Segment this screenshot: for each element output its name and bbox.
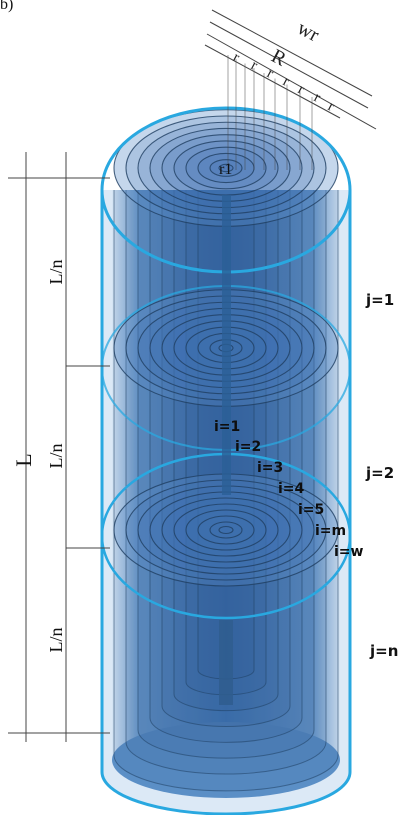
r-mark-label: r: [264, 65, 276, 81]
figure-label: b): [0, 0, 13, 13]
dimension-lines-top: [204, 9, 377, 130]
top-cap-rings: [113, 109, 339, 227]
ring-ellipse: [173, 503, 279, 557]
ring-index-label: i=w: [334, 544, 364, 560]
ring-index-label: i=m: [315, 523, 346, 539]
section-2-rings: [113, 473, 339, 587]
cylinder-body-bottom: [112, 722, 340, 798]
ring-ellipse: [197, 515, 255, 545]
ring-index-label: i=4: [278, 481, 305, 497]
label-j-2: j=2: [365, 464, 394, 482]
outline-bottom-arc: [100, 771, 352, 815]
label-wr: wr: [294, 17, 323, 46]
label-j-n: j=n: [369, 642, 398, 660]
ring-index-label: i=5: [298, 502, 324, 518]
ring-index-label: i=2: [235, 439, 261, 455]
ring-index-label: i=3: [257, 460, 283, 476]
ring-ellipse: [218, 163, 234, 173]
label-L: L: [11, 453, 36, 466]
r-mark-label: r: [248, 57, 260, 73]
ring-index-label: i=1: [214, 419, 240, 435]
center-core: [222, 195, 231, 495]
center-core-lower: [219, 620, 233, 705]
ring-ellipse: [161, 497, 291, 563]
r-mark-label: r: [230, 49, 242, 65]
label-r1: r1: [219, 161, 232, 178]
r-mark-label: r: [325, 98, 337, 114]
label-segment-2: L/n: [46, 444, 66, 469]
projection-lines: [227, 55, 313, 170]
dimension-lines-left: [8, 152, 110, 742]
r-mark-labels: r r r r r rr: [230, 49, 337, 114]
r-mark-label: r: [311, 89, 323, 105]
label-segment-3: L/n: [46, 628, 66, 653]
r-mark-label: r: [295, 81, 307, 97]
ring-ellipse: [209, 159, 243, 177]
ring-ellipse: [218, 525, 234, 535]
ring-index-labels: i=1 i=2 i=3 i=4 i=5 i=m i=w: [214, 419, 364, 560]
label-segment-1: L/n: [46, 260, 66, 285]
r-mark-label: r: [280, 73, 292, 89]
label-j-1: j=1: [365, 291, 394, 309]
ring-ellipse: [209, 521, 243, 539]
